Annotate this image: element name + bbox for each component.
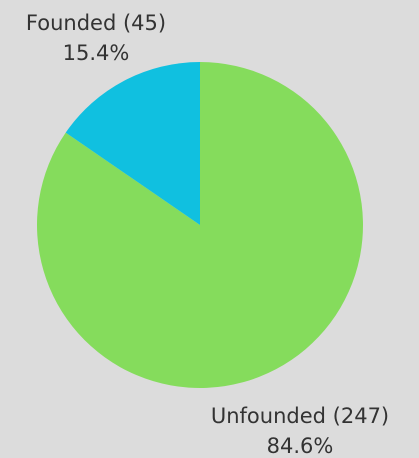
pie-slice-unfounded [37,62,364,388]
pie-slices [37,62,364,388]
pie-slice-founded [65,62,200,225]
slice-label-unfounded-name: Unfounded (247) [211,404,389,428]
slice-label-founded-percent: 15.4% [63,41,130,65]
slice-label-unfounded-percent: 84.6% [267,434,334,458]
pie-labels: Founded (45) 15.4% Unfounded (247) 84.6% [26,11,389,458]
slice-label-founded-name: Founded (45) [26,11,166,35]
